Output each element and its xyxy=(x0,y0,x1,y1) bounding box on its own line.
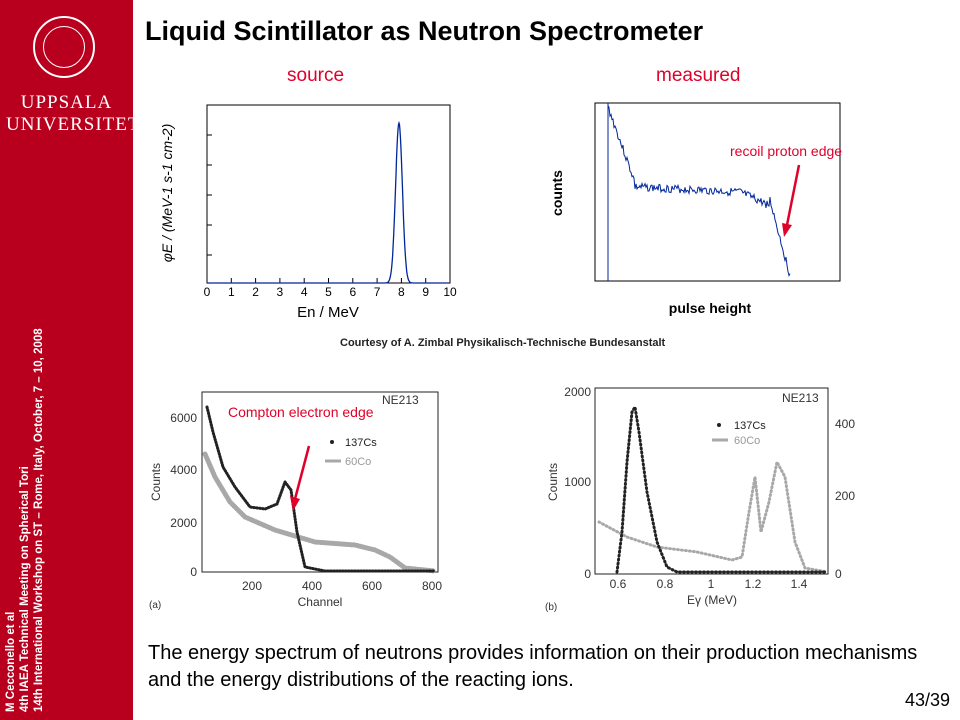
channel-co60-trace xyxy=(202,451,438,574)
source-xtick-label: 1 xyxy=(228,285,235,299)
measured-x-label: pulse height xyxy=(669,300,752,316)
channel-legend-cs: 137Cs xyxy=(345,437,377,449)
courtesy-note: Courtesy of A. Zimbal Physikalisch-Techn… xyxy=(340,337,666,349)
author-credit-block: M Cecconello et al 4th IAEA Technical Me… xyxy=(4,12,68,712)
energy-co60-trace xyxy=(597,457,829,574)
energy-ytick-left-2000: 2000 xyxy=(564,385,591,399)
channel-ytick-2000: 2000 xyxy=(170,516,197,530)
source-xtick-label: 6 xyxy=(349,285,356,299)
energy-xtick-1: 1 xyxy=(708,577,715,591)
energy-legend-cs: 137Cs xyxy=(734,420,766,432)
source-xtick-label: 8 xyxy=(398,285,405,299)
credit-meeting-1: 4th IAEA Technical Meeting on Spherical … xyxy=(19,466,31,712)
panel-tag-a: (a) xyxy=(149,600,161,611)
slide-body-text: The energy spectrum of neutrons provides… xyxy=(148,642,918,691)
energy-xtick-1-4: 1.4 xyxy=(791,577,808,591)
university-name-line1: UPPSALA xyxy=(20,92,113,113)
measured-label: measured xyxy=(656,65,741,86)
energy-ytick-left-1000: 1000 xyxy=(564,475,591,489)
recoil-arrow-icon xyxy=(785,164,801,226)
channel-ytick-4000: 4000 xyxy=(170,463,197,477)
source-xtick-label: 2 xyxy=(252,285,259,299)
channel-xtick-400: 400 xyxy=(302,579,322,593)
university-name-line2: UNIVERSITET xyxy=(6,114,141,135)
energy-y-label: Counts xyxy=(546,463,560,501)
source-x-ticks: 0 1 2 3 4 5 6 7 8 9 10 xyxy=(204,134,457,299)
energy-ytick-right-0: 0 xyxy=(835,567,842,581)
university-seal-icon xyxy=(33,16,95,78)
source-label: source xyxy=(287,65,345,86)
credit-meeting-2: 14th International Workshop on ST – Rome… xyxy=(33,328,45,712)
source-peak-line xyxy=(207,120,450,284)
energy-xtick-1-2: 1.2 xyxy=(745,577,762,591)
channel-y-label: Counts xyxy=(149,463,163,501)
energy-legend-co: 60Co xyxy=(734,435,760,447)
recoil-proton-annotation: recoil proton edge xyxy=(730,143,842,159)
measured-trace-line xyxy=(607,105,791,277)
channel-legend-co: 60Co xyxy=(345,456,371,468)
energy-xtick-0-8: 0.8 xyxy=(657,577,674,591)
compton-edge-annotation: Compton electron edge xyxy=(228,404,374,420)
energy-ytick-right-200: 200 xyxy=(835,489,855,503)
source-xtick-label: 10 xyxy=(443,285,457,299)
channel-xtick-800: 800 xyxy=(422,579,442,593)
source-xtick-label: 7 xyxy=(374,285,381,299)
energy-ytick-right-400: 400 xyxy=(835,417,855,431)
compton-arrow-icon xyxy=(293,445,311,500)
energy-legend-title: NE213 xyxy=(782,391,819,405)
credit-author: M Cecconello et al xyxy=(5,611,17,712)
page-number: 43/39 xyxy=(904,690,950,710)
source-xtick-label: 4 xyxy=(301,285,308,299)
channel-xtick-200: 200 xyxy=(242,579,262,593)
slide-title: Liquid Scintillator as Neutron Spectrome… xyxy=(145,16,704,46)
energy-cs137-trace xyxy=(615,402,829,574)
university-sidebar: UPPSALA UNIVERSITET M Cecconello et al 4… xyxy=(0,0,141,720)
energy-ytick-left-0: 0 xyxy=(584,567,591,581)
channel-x-label: Channel xyxy=(298,595,343,609)
source-spectrum-plot: 0 1 2 3 4 5 6 7 8 9 10 φE / (MeV-1 s-1 cm-2) En / … xyxy=(160,104,457,321)
channel-xtick-600: 600 xyxy=(362,579,382,593)
channel-ytick-0: 0 xyxy=(190,565,197,579)
panel-tag-b: (b) xyxy=(545,602,557,613)
source-xtick-label: 9 xyxy=(422,285,429,299)
channel-cs137-trace xyxy=(205,405,437,573)
channel-ytick-6000: 6000 xyxy=(170,411,197,425)
energy-spectrum-plot: 0 1000 2000 0 200 400 0.6 0.8 1 1.2 1.4 … xyxy=(537,382,882,616)
energy-x-label: Eγ (MeV) xyxy=(687,593,737,607)
channel-legend-title: NE213 xyxy=(382,393,419,407)
source-xtick-label: 0 xyxy=(204,285,211,299)
source-x-label: En / MeV xyxy=(297,304,359,321)
energy-xtick-0-6: 0.6 xyxy=(610,577,627,591)
channel-spectrum-plot: 0 2000 4000 6000 200 400 600 800 Counts … xyxy=(145,382,445,614)
measured-spectrum-plot: counts pulse height recoil proton edge xyxy=(549,102,842,316)
measured-y-label: counts xyxy=(549,170,565,216)
source-xtick-label: 5 xyxy=(325,285,332,299)
source-xtick-label: 3 xyxy=(277,285,284,299)
source-y-label: φE / (MeV-1 s-1 cm-2) xyxy=(160,124,175,263)
